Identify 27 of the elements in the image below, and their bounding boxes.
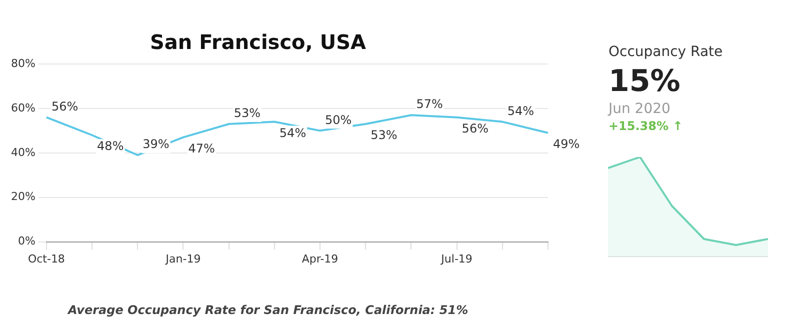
text: +15.38% ↑ (608, 119, 684, 133)
text: Jun 2020 (608, 101, 672, 117)
text: 53% (370, 128, 398, 142)
text: Average Occupancy Rate for San Francisco, California: 51% (68, 303, 470, 317)
x-tick-label: Apr-19 (302, 252, 338, 266)
text: 49% (553, 137, 580, 152)
x-tick-label: Oct-18 (28, 252, 65, 266)
y-tick-label: 80% (10, 56, 36, 70)
text: 56% (51, 99, 78, 114)
y-tick-label: 20% (10, 190, 36, 204)
text: 54% (507, 104, 534, 118)
text: 53% (234, 106, 261, 120)
text: 50% (325, 112, 352, 127)
x-tick-label: Jan-19 (164, 252, 201, 266)
text: 39% (142, 137, 170, 152)
text: 56% (462, 121, 488, 136)
text: Occupancy Rate (608, 44, 724, 60)
text: 57% (416, 97, 443, 112)
text: 15% (608, 64, 682, 99)
x-tick-label: Jul-19 (440, 252, 472, 266)
text: 47% (188, 141, 215, 156)
chart-title: San Francisco, USA (149, 30, 367, 54)
y-tick-label: 40% (10, 146, 36, 159)
text: 54% (279, 126, 306, 140)
text: 48% (97, 139, 124, 154)
y-tick-label: 0% (18, 234, 36, 248)
y-tick-label: 60% (10, 101, 36, 114)
